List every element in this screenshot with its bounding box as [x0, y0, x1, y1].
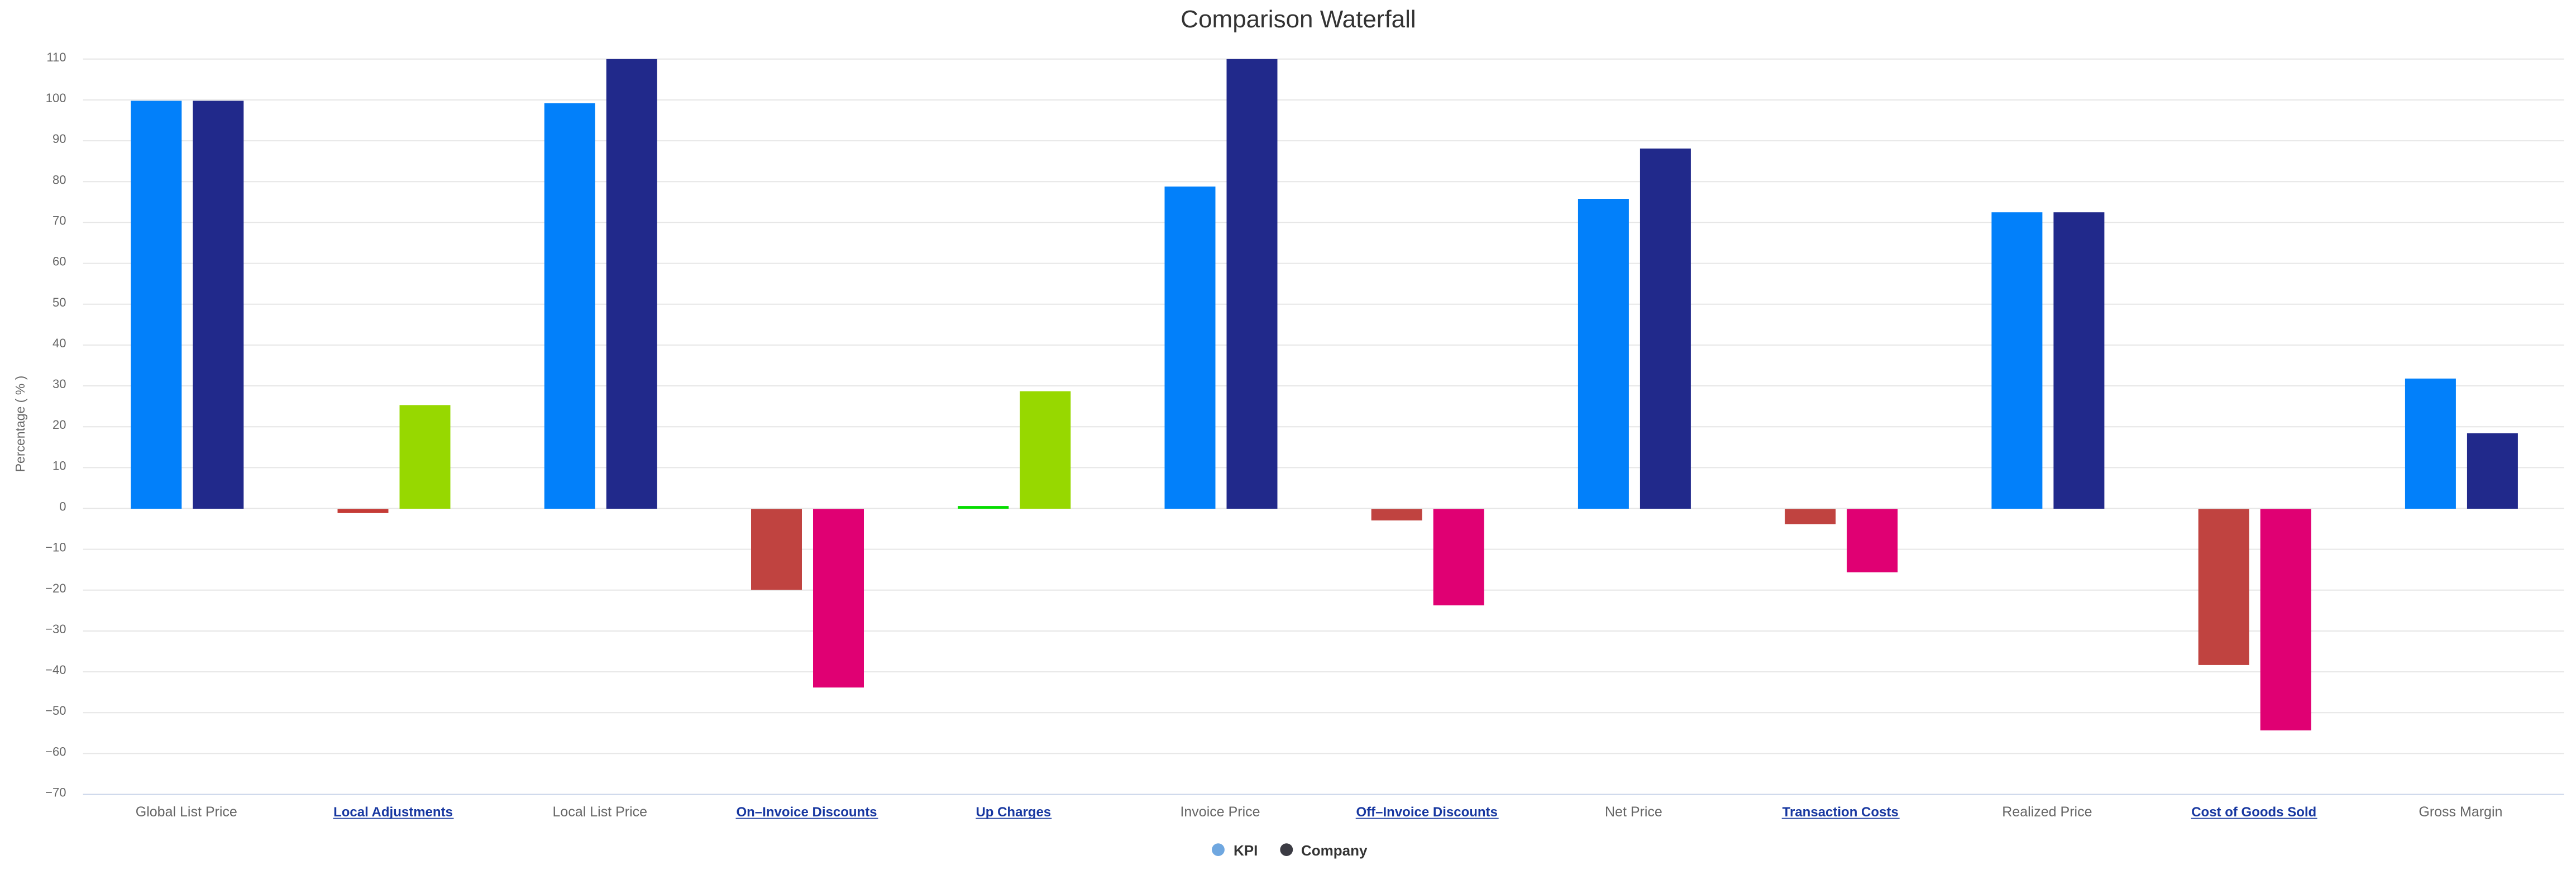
svg-text:Company: Company [1301, 842, 1368, 859]
svg-text:Off–Invoice Discounts: Off–Invoice Discounts [1356, 805, 1498, 820]
svg-text:Percentage ( % ): Percentage ( % ) [13, 376, 27, 472]
svg-text:90: 90 [52, 132, 66, 146]
svg-text:Transaction Costs: Transaction Costs [1782, 805, 1899, 820]
svg-text:Net Price: Net Price [1605, 804, 1662, 820]
svg-text:−60: −60 [45, 744, 66, 758]
svg-text:Local List Price: Local List Price [553, 804, 648, 820]
svg-text:40: 40 [52, 336, 66, 350]
svg-text:KPI: KPI [1234, 842, 1258, 859]
svg-text:Local Adjustments: Local Adjustments [333, 805, 453, 820]
svg-text:Invoice Price: Invoice Price [1180, 804, 1260, 820]
svg-text:0: 0 [59, 500, 66, 514]
svg-text:70: 70 [52, 213, 66, 227]
svg-text:Realized Price: Realized Price [2002, 804, 2092, 820]
svg-text:On–Invoice Discounts: On–Invoice Discounts [736, 805, 877, 820]
svg-text:Gross Margin: Gross Margin [2419, 804, 2502, 820]
svg-text:Comparison Waterfall: Comparison Waterfall [1181, 6, 1416, 33]
svg-text:50: 50 [52, 295, 66, 309]
svg-text:80: 80 [52, 173, 66, 187]
svg-text:110: 110 [46, 50, 66, 64]
svg-text:10: 10 [52, 458, 66, 472]
svg-text:−20: −20 [45, 581, 66, 595]
svg-text:−40: −40 [45, 663, 66, 677]
svg-text:Up Charges: Up Charges [976, 805, 1051, 820]
svg-text:−10: −10 [45, 541, 66, 555]
svg-text:−70: −70 [45, 786, 66, 800]
svg-text:100: 100 [46, 91, 66, 105]
svg-text:−30: −30 [45, 622, 66, 636]
svg-text:Cost of Goods Sold: Cost of Goods Sold [2191, 805, 2316, 820]
svg-text:−50: −50 [45, 704, 66, 718]
svg-text:20: 20 [52, 418, 66, 432]
svg-text:Global List Price: Global List Price [136, 804, 237, 820]
svg-text:30: 30 [52, 377, 66, 391]
svg-text:60: 60 [52, 255, 66, 269]
